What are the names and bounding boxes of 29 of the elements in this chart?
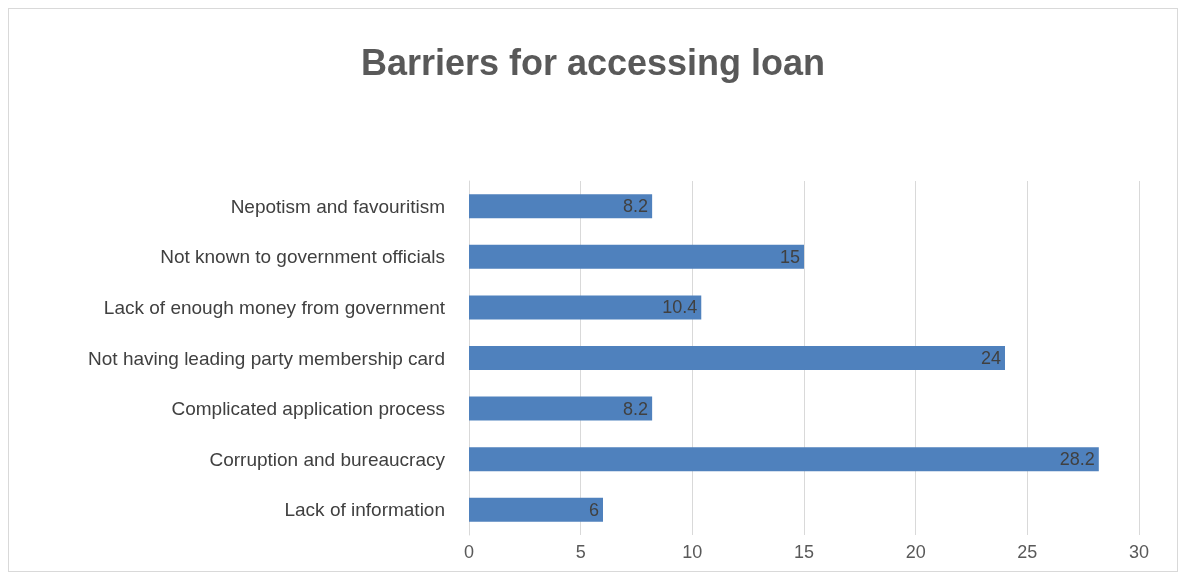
- data-label: 6: [588, 499, 599, 520]
- y-tick-label: Corruption and bureaucracy: [209, 448, 446, 470]
- bar: [469, 194, 653, 219]
- y-tick-label: Nepotism and favouritism: [230, 195, 445, 217]
- chart-title: Barriers for accessing loan: [360, 41, 826, 83]
- x-tick-label: 15: [793, 542, 815, 562]
- bar: [469, 497, 603, 522]
- bar: [469, 346, 1005, 370]
- x-tick-label: 0: [463, 542, 475, 562]
- y-tick-label: Not having leading party membership card: [88, 347, 445, 369]
- x-tick-label: 25: [1017, 542, 1038, 562]
- bar: [469, 396, 653, 421]
- bar: [469, 295, 702, 320]
- data-label: 8.2: [623, 196, 649, 217]
- bar: [469, 447, 1099, 472]
- data-label: 28.2: [1059, 449, 1095, 470]
- x-tick-label: 30: [1128, 542, 1150, 562]
- y-tick-label: Lack of information: [284, 499, 445, 521]
- y-tick-label: Lack of enough money from government: [103, 296, 446, 318]
- data-label: 24: [980, 348, 1001, 368]
- bar: [469, 244, 804, 269]
- data-label: 8.2: [623, 398, 649, 419]
- data-label: 10.4: [662, 297, 698, 318]
- data-label: 15: [779, 246, 800, 267]
- x-tick-label: 10: [682, 542, 703, 562]
- y-tick-label: Complicated application process: [171, 398, 445, 420]
- x-tick-label: 20: [905, 542, 926, 562]
- y-tick-label: Not known to government officials: [160, 246, 445, 268]
- x-tick-label: 5: [575, 542, 586, 562]
